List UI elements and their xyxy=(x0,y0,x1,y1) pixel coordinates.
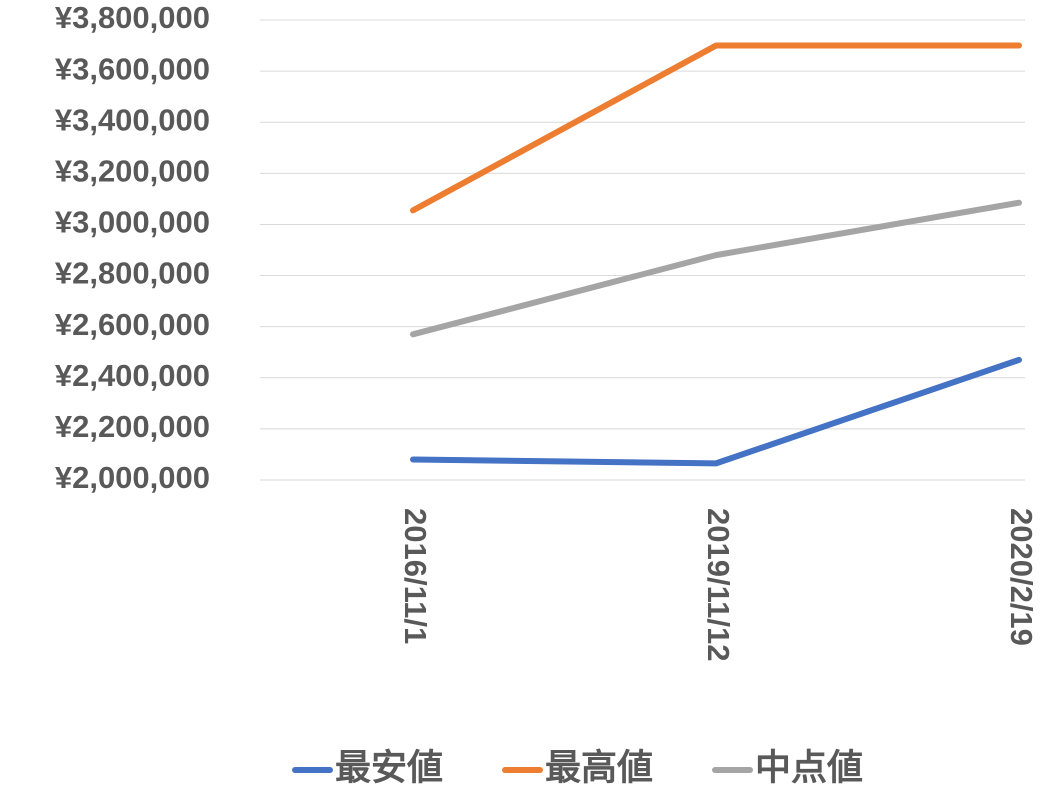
y-tick-label: ¥2,200,000 xyxy=(55,409,210,444)
legend-label: 中点値 xyxy=(755,747,863,788)
x-tick-label: 2020/2/19 xyxy=(1004,508,1039,646)
y-tick-label: ¥3,000,000 xyxy=(55,205,210,240)
y-tick-label: ¥2,400,000 xyxy=(55,358,210,393)
x-tick-label: 2016/11/1 xyxy=(398,508,433,644)
series-line xyxy=(410,199,1022,338)
legend-label: 最高値 xyxy=(545,747,653,788)
y-tick-label: ¥2,600,000 xyxy=(55,307,210,342)
x-tick-label: 2019/11/12 xyxy=(701,508,736,661)
series-line xyxy=(410,356,1022,467)
legend-label: 最安値 xyxy=(335,747,443,788)
y-tick-label: ¥3,200,000 xyxy=(55,154,210,189)
y-tick-label: ¥2,800,000 xyxy=(55,256,210,291)
y-tick-label: ¥3,400,000 xyxy=(55,102,210,137)
y-tick-label: ¥3,600,000 xyxy=(55,51,210,86)
y-tick-label: ¥3,800,000 xyxy=(55,0,210,35)
y-tick-label: ¥2,000,000 xyxy=(55,460,210,495)
series-line xyxy=(410,42,1022,214)
